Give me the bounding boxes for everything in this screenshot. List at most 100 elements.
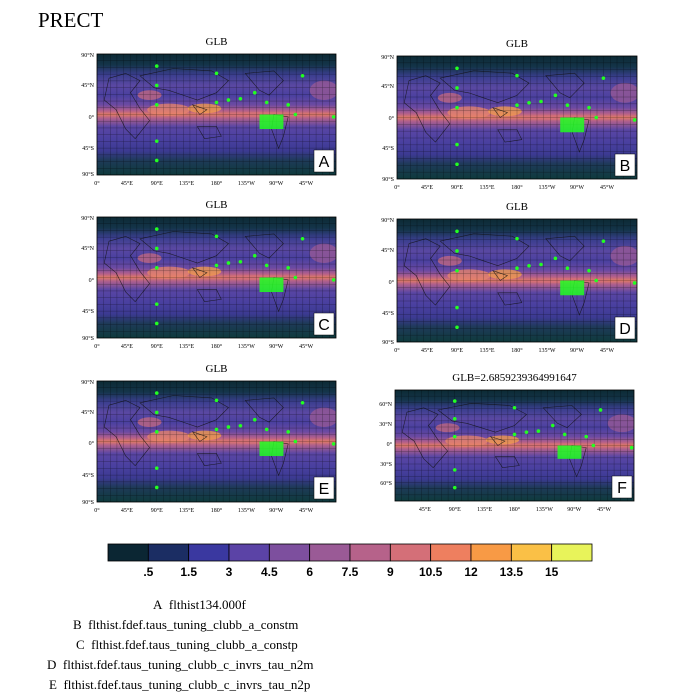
lat-tick-label: 45°N xyxy=(81,82,94,89)
figure-title: PRECT xyxy=(38,8,104,32)
lon-tick-label: 90°E xyxy=(151,507,163,514)
lat-tick-label: 0° xyxy=(89,277,95,284)
lat-tick-label: 30°S xyxy=(380,461,392,468)
lon-tick-label: 45°W xyxy=(597,506,611,513)
lat-tick-label: 90°N xyxy=(381,54,394,61)
lon-tick-label: 90°E xyxy=(451,347,463,354)
lat-tick-label: 0° xyxy=(89,440,95,447)
lon-tick-label: 0° xyxy=(94,180,100,187)
svg-text:C: C xyxy=(318,317,330,334)
legend-item-d: D flthist.fdef.taus_tuning_clubb_c_invrs… xyxy=(47,657,314,672)
lon-tick-label: 135°E xyxy=(179,507,194,514)
colorbar-tick-label: 15 xyxy=(545,565,559,579)
panel-title: GLB xyxy=(206,36,228,48)
lon-tick-label: 90°W xyxy=(269,180,283,187)
lon-tick-label: 135°E xyxy=(477,506,492,513)
colorbar-swatch xyxy=(430,543,472,562)
lat-tick-label: 0° xyxy=(389,115,395,122)
panel-letter: F xyxy=(611,475,633,499)
colorbar-swatch xyxy=(510,543,553,562)
lon-tick-label: 45°W xyxy=(600,184,614,191)
colorbar-swatch xyxy=(309,543,351,562)
colorbar-tick-label: 10.5 xyxy=(419,565,443,579)
lat-tick-label: 90°N xyxy=(81,379,94,386)
lat-tick-label: 90°N xyxy=(381,217,394,224)
lat-tick-label: 90°N xyxy=(81,52,94,59)
lon-tick-label: 45°E xyxy=(419,506,431,513)
lon-tick-label: 0° xyxy=(94,507,100,514)
lon-tick-label: 90°W xyxy=(567,506,581,513)
lon-tick-label: 0° xyxy=(94,343,100,350)
colorbar-swatch xyxy=(228,543,270,562)
lon-tick-label: 0° xyxy=(394,347,400,354)
panel-letter: C xyxy=(313,312,335,336)
lon-tick-label: 45°E xyxy=(421,347,433,354)
lat-tick-label: 45°S xyxy=(82,308,94,315)
lon-tick-label: 90°E xyxy=(151,343,163,350)
lon-tick-label: 135°W xyxy=(238,507,255,514)
colorbar-tick-label: 3 xyxy=(226,565,233,579)
lon-tick-label: 135°E xyxy=(479,347,494,354)
lon-tick-label: 135°E xyxy=(179,180,194,187)
colorbar-tick-label: 12 xyxy=(464,565,478,579)
lon-tick-label: 135°W xyxy=(538,347,555,354)
lat-tick-label: 60°S xyxy=(380,480,392,487)
lat-tick-label: 45°N xyxy=(81,409,94,416)
lon-tick-label: 45°W xyxy=(299,343,313,350)
lat-tick-label: 30°N xyxy=(379,421,392,428)
svg-text:A: A xyxy=(319,154,330,171)
panel-letter: B xyxy=(614,153,636,177)
svg-text:E: E xyxy=(319,481,330,498)
lat-tick-label: 60°N xyxy=(379,401,392,408)
lat-tick-label: 45°N xyxy=(381,247,394,254)
lon-tick-label: 135°E xyxy=(479,184,494,191)
lon-tick-label: 135°W xyxy=(238,180,255,187)
lon-tick-label: 180° xyxy=(211,343,223,350)
lat-tick-label: 45°N xyxy=(381,83,394,90)
panel-letter: A xyxy=(313,149,335,173)
lat-tick-label: 0° xyxy=(389,279,395,286)
lon-tick-label: 90°E xyxy=(449,506,461,513)
legend-item-e: E flthist.fdef.taus_tuning_clubb_c_invrs… xyxy=(49,677,311,692)
lat-tick-label: 45°N xyxy=(81,245,94,252)
lat-tick-label: 90°S xyxy=(82,499,94,506)
svg-text:F: F xyxy=(617,480,627,497)
panel-title: GLB xyxy=(206,363,228,375)
colorbar-swatch xyxy=(107,543,149,562)
colorbar-tick-label: 13.5 xyxy=(500,565,524,579)
lat-tick-label: 45°S xyxy=(82,145,94,152)
lon-tick-label: 180° xyxy=(509,506,521,513)
panel-title: GLB xyxy=(206,199,228,211)
lat-tick-label: 45°S xyxy=(382,145,394,152)
svg-text:B: B xyxy=(620,158,631,175)
lon-tick-label: 90°W xyxy=(269,507,283,514)
lat-tick-label: 90°S xyxy=(382,176,394,183)
colorbar-tick-label: 1.5 xyxy=(180,565,197,579)
colorbar-swatch xyxy=(268,543,311,562)
lon-tick-label: 135°W xyxy=(536,506,553,513)
lon-tick-label: 45°W xyxy=(299,507,313,514)
colorbar-swatch xyxy=(389,543,432,562)
lon-tick-label: 45°E xyxy=(121,507,133,514)
lon-tick-label: 180° xyxy=(511,184,523,191)
lon-tick-label: 180° xyxy=(511,347,523,354)
colorbar-tick-label: 6 xyxy=(306,565,313,579)
panel-letter: E xyxy=(313,476,335,500)
lon-tick-label: 90°W xyxy=(570,184,584,191)
lon-tick-label: 90°W xyxy=(269,343,283,350)
lon-tick-label: 45°W xyxy=(600,347,614,354)
legend-item-a: A flthist134.000f xyxy=(153,597,246,612)
colorbar-tick-label: 9 xyxy=(387,565,394,579)
lat-tick-label: 90°N xyxy=(81,215,94,222)
lat-tick-label: 45°S xyxy=(382,310,394,317)
lon-tick-label: 135°W xyxy=(238,343,255,350)
lat-tick-label: 90°S xyxy=(382,339,394,346)
panel-title: GLB xyxy=(506,201,528,213)
colorbar-swatch xyxy=(470,543,512,562)
colorbar-swatch xyxy=(147,543,190,562)
